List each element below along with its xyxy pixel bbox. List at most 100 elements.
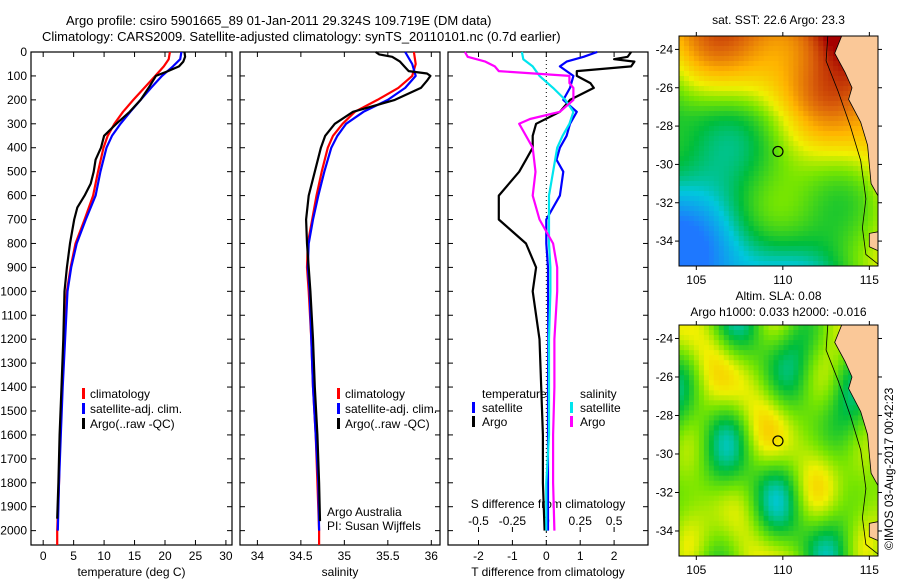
map-cell: [733, 251, 740, 257]
annotation-text: PI: Susan Wijffels: [327, 519, 421, 533]
map-cell: [788, 206, 795, 212]
map-cell: [768, 191, 775, 197]
map-cell: [679, 256, 685, 262]
map-cell: [693, 400, 700, 406]
map-cell: [718, 400, 725, 406]
map-cell: [793, 360, 799, 366]
map-cell: [768, 106, 775, 112]
map-cell: [718, 470, 725, 477]
map-cell: [788, 86, 795, 92]
map-cell: [788, 345, 795, 351]
map-cell: [808, 520, 814, 527]
map-cell: [679, 71, 685, 77]
map-cell: [743, 551, 750, 556]
map-cell: [803, 86, 809, 92]
map-cell: [848, 460, 854, 467]
map-cell: [748, 121, 755, 127]
map-cell: [723, 445, 730, 452]
map-cell: [733, 166, 740, 172]
map-cell: [833, 455, 839, 462]
map-cell: [808, 490, 814, 497]
map-cell: [828, 340, 834, 346]
map-cell: [738, 400, 745, 406]
map-cell: [708, 121, 715, 127]
map-cell: [728, 91, 735, 97]
map-cell: [828, 535, 834, 542]
map-cell: [708, 435, 715, 442]
map-cell: [868, 211, 874, 217]
map-cell: [848, 156, 854, 162]
map-cell: [793, 480, 799, 487]
map-cell: [723, 96, 730, 102]
map-cell: [843, 96, 849, 102]
map-cell: [798, 161, 804, 167]
map-cell: [733, 455, 740, 462]
map-cell: [813, 480, 819, 487]
map-cell: [693, 485, 700, 492]
map-cell: [743, 216, 750, 222]
map-cell: [808, 325, 814, 331]
map-cell: [743, 350, 750, 356]
map-cell: [778, 36, 785, 42]
map-cell: [703, 231, 710, 237]
map-cell: [778, 390, 785, 396]
map-cell: [833, 246, 839, 252]
map-cell: [753, 206, 760, 212]
map-cell: [838, 181, 844, 187]
map-cell: [793, 405, 799, 411]
map-cell: [793, 380, 799, 386]
map-cell: [723, 206, 730, 212]
map-cell: [843, 480, 849, 487]
map-cell: [768, 136, 775, 142]
y-tick-label: 1900: [0, 500, 27, 514]
map-cell: [788, 445, 795, 452]
x-tick-label: -2: [473, 549, 484, 563]
map-cell: [863, 206, 869, 212]
map-cell: [798, 525, 804, 532]
x-tick-label: 30: [219, 549, 233, 563]
map-cell: [689, 390, 695, 396]
map-cell: [838, 460, 844, 467]
map-cell: [718, 176, 725, 182]
map-cell: [748, 535, 755, 542]
map-cell: [823, 355, 829, 361]
map-cell: [693, 410, 700, 416]
map-cell: [728, 96, 735, 102]
map-cell: [793, 81, 799, 87]
map-cell: [828, 261, 834, 266]
map-cell: [833, 136, 839, 142]
map-cell: [689, 131, 695, 137]
map-cell: [873, 495, 878, 502]
map-cell: [743, 126, 750, 132]
map-cell: [728, 425, 735, 431]
map-cell: [738, 171, 745, 177]
map-cell: [823, 390, 829, 396]
map-cell: [703, 131, 710, 137]
map-cell: [763, 161, 770, 167]
map-cell: [808, 480, 814, 487]
map-cell: [768, 440, 775, 447]
map-cell: [828, 176, 834, 182]
map-cell: [763, 231, 770, 237]
map-cell: [684, 236, 690, 242]
map-cell: [689, 551, 695, 556]
map-cell: [703, 206, 710, 212]
map-cell: [689, 226, 695, 232]
map-cell: [773, 201, 780, 207]
map-cell: [793, 510, 799, 517]
map-cell: [853, 546, 859, 552]
map-cell: [768, 435, 775, 442]
map-cell: [838, 166, 844, 172]
x-tick-label: 34: [251, 549, 265, 563]
map-cell: [713, 156, 720, 162]
map-cell: [689, 181, 695, 187]
map-cell: [778, 116, 785, 122]
map-cell: [693, 375, 700, 381]
map-cell: [768, 325, 775, 331]
map-cell: [803, 96, 809, 102]
map-cell: [753, 66, 760, 72]
map-cell: [718, 505, 725, 512]
map-cell: [803, 490, 809, 497]
map-cell: [768, 525, 775, 532]
map-cell: [778, 186, 785, 192]
